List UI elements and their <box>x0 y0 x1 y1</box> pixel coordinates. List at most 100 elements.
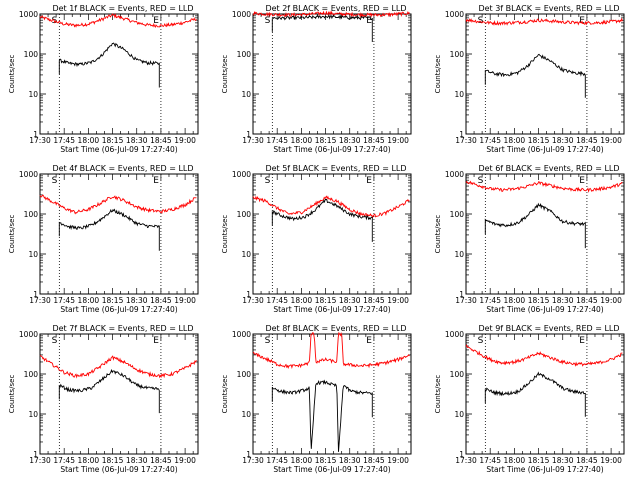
x-tick-label: 17:30 <box>242 136 264 145</box>
x-axis: 17:30 17:45 18:00 18:15 18:30 18:45 19:00Start… <box>242 174 409 314</box>
y-tick-label: 1000 <box>445 170 464 179</box>
detector-panel-6: Det 6f BLACK = Events, RED = LLD 1 10 100 10… <box>434 164 625 314</box>
y-tick-label: 10 <box>454 90 464 99</box>
x-tick-label: 18:30 <box>552 456 574 465</box>
marker-label: E <box>579 336 585 346</box>
series-lld-line <box>39 194 197 215</box>
x-tick-label: 19:00 <box>600 296 622 305</box>
panel-title: Det 5f BLACK = Events, RED = LLD <box>265 164 406 173</box>
y-axis: 1 10 100 1000 Counts/sec <box>221 330 411 459</box>
x-tick-label: 18:00 <box>78 136 100 145</box>
x-tick-label: 18:15 <box>528 136 550 145</box>
y-tick-label: 1 <box>459 290 464 299</box>
x-tick-label: 18:30 <box>126 456 148 465</box>
series-lld-line <box>465 344 623 367</box>
y-tick-label: 100 <box>24 370 39 379</box>
x-tick-label: 18:30 <box>552 136 574 145</box>
x-axis: 17:30 17:45 18:00 18:15 18:30 18:45 19:00Start… <box>455 174 622 314</box>
detector-panel-2: Det 2f BLACK = Events, RED = LLD 1 10 100 10… <box>221 4 412 154</box>
y-tick-label: 1000 <box>19 10 38 19</box>
y-tick-label: 10 <box>454 250 464 259</box>
series-lld-line <box>252 195 410 219</box>
x-axis-label: Start Time (06-Jul-09 17:27:40) <box>273 305 390 314</box>
series-events-line <box>271 14 373 42</box>
x-axis-label: Start Time (06-Jul-09 17:27:40) <box>486 465 603 474</box>
plot-frame <box>39 333 199 455</box>
detector-panel-4: Det 4f BLACK = Events, RED = LLD 1 10 100 10… <box>8 164 199 314</box>
panel-title: Det 2f BLACK = Events, RED = LLD <box>265 4 406 13</box>
plot-frame <box>465 173 625 295</box>
x-tick-label: 17:45 <box>479 136 501 145</box>
x-tick-label: 17:30 <box>242 296 264 305</box>
plot-frame <box>465 333 625 455</box>
y-axis: 1 10 100 1000 Counts/sec <box>8 330 198 459</box>
marker-label: S <box>265 336 271 346</box>
x-axis: 17:30 17:45 18:00 18:15 18:30 18:45 19:00Start… <box>242 14 409 154</box>
y-tick-label: 10 <box>28 90 38 99</box>
x-tick-label: 18:45 <box>363 456 385 465</box>
y-tick-label: 1 <box>459 450 464 459</box>
x-tick-label: 18:00 <box>78 456 100 465</box>
marker-label: E <box>153 176 159 186</box>
panel-title: Det 4f BLACK = Events, RED = LLD <box>52 164 193 173</box>
panel-title: Det 9f BLACK = Events, RED = LLD <box>478 324 619 333</box>
series-lld-line <box>39 13 197 28</box>
y-tick-label: 1 <box>246 290 251 299</box>
x-tick-label: 18:45 <box>150 136 172 145</box>
y-tick-label: 100 <box>237 50 252 59</box>
marker-label: E <box>366 16 372 26</box>
x-tick-label: 18:45 <box>576 456 598 465</box>
marker-label: E <box>579 176 585 186</box>
marker-label: S <box>265 16 271 26</box>
x-tick-label: 19:00 <box>600 456 622 465</box>
series-events-line <box>484 371 586 417</box>
plot-frame <box>252 13 412 135</box>
y-tick-label: 100 <box>450 50 465 59</box>
series-lld-line <box>252 331 410 370</box>
x-tick-label: 17:30 <box>29 456 51 465</box>
y-tick-label: 1000 <box>19 170 38 179</box>
series-events-line <box>271 198 373 242</box>
x-tick-label: 18:00 <box>504 136 526 145</box>
x-tick-label: 18:15 <box>528 456 550 465</box>
x-axis: 17:30 17:45 18:00 18:15 18:30 18:45 19:00Start… <box>455 14 622 154</box>
y-tick-label: 1000 <box>232 330 251 339</box>
x-axis: 17:30 17:45 18:00 18:15 18:30 18:45 19:00Start… <box>455 334 622 474</box>
x-tick-label: 18:30 <box>126 136 148 145</box>
y-axis: 1 10 100 1000 Counts/sec <box>221 10 411 139</box>
marker-label: E <box>366 176 372 186</box>
y-tick-label: 1 <box>33 290 38 299</box>
x-tick-label: 19:00 <box>174 456 196 465</box>
y-axis: 1 10 100 1000 Counts/sec <box>434 10 624 139</box>
y-tick-label: 1 <box>246 130 251 139</box>
x-tick-label: 17:45 <box>53 136 75 145</box>
y-axis-label: Counts/sec <box>434 55 442 94</box>
x-tick-label: 17:45 <box>479 296 501 305</box>
x-tick-label: 17:45 <box>53 456 75 465</box>
x-tick-label: 18:15 <box>102 456 124 465</box>
x-tick-label: 18:00 <box>291 136 313 145</box>
x-tick-label: 19:00 <box>387 296 409 305</box>
series-events-line <box>271 379 373 452</box>
marker-label: E <box>153 16 159 26</box>
x-tick-label: 19:00 <box>387 456 409 465</box>
series-events-line <box>58 208 160 251</box>
x-tick-label: 18:15 <box>315 296 337 305</box>
x-tick-label: 18:00 <box>291 296 313 305</box>
x-tick-label: 17:45 <box>266 456 288 465</box>
detector-panel-9: Det 9f BLACK = Events, RED = LLD 1 10 100 10… <box>434 324 625 474</box>
marker-label: S <box>478 176 484 186</box>
x-tick-label: 17:30 <box>29 136 51 145</box>
y-tick-label: 1 <box>33 450 38 459</box>
plot-frame <box>252 333 412 455</box>
y-axis: 1 10 100 1000 Counts/sec <box>434 330 624 459</box>
x-tick-label: 18:00 <box>504 296 526 305</box>
marker-label: S <box>478 336 484 346</box>
y-tick-label: 1 <box>33 130 38 139</box>
plot-frame <box>39 13 199 135</box>
plot-frame <box>252 173 412 295</box>
x-tick-label: 18:15 <box>102 136 124 145</box>
y-tick-label: 1000 <box>445 10 464 19</box>
plot-frame <box>465 13 625 135</box>
